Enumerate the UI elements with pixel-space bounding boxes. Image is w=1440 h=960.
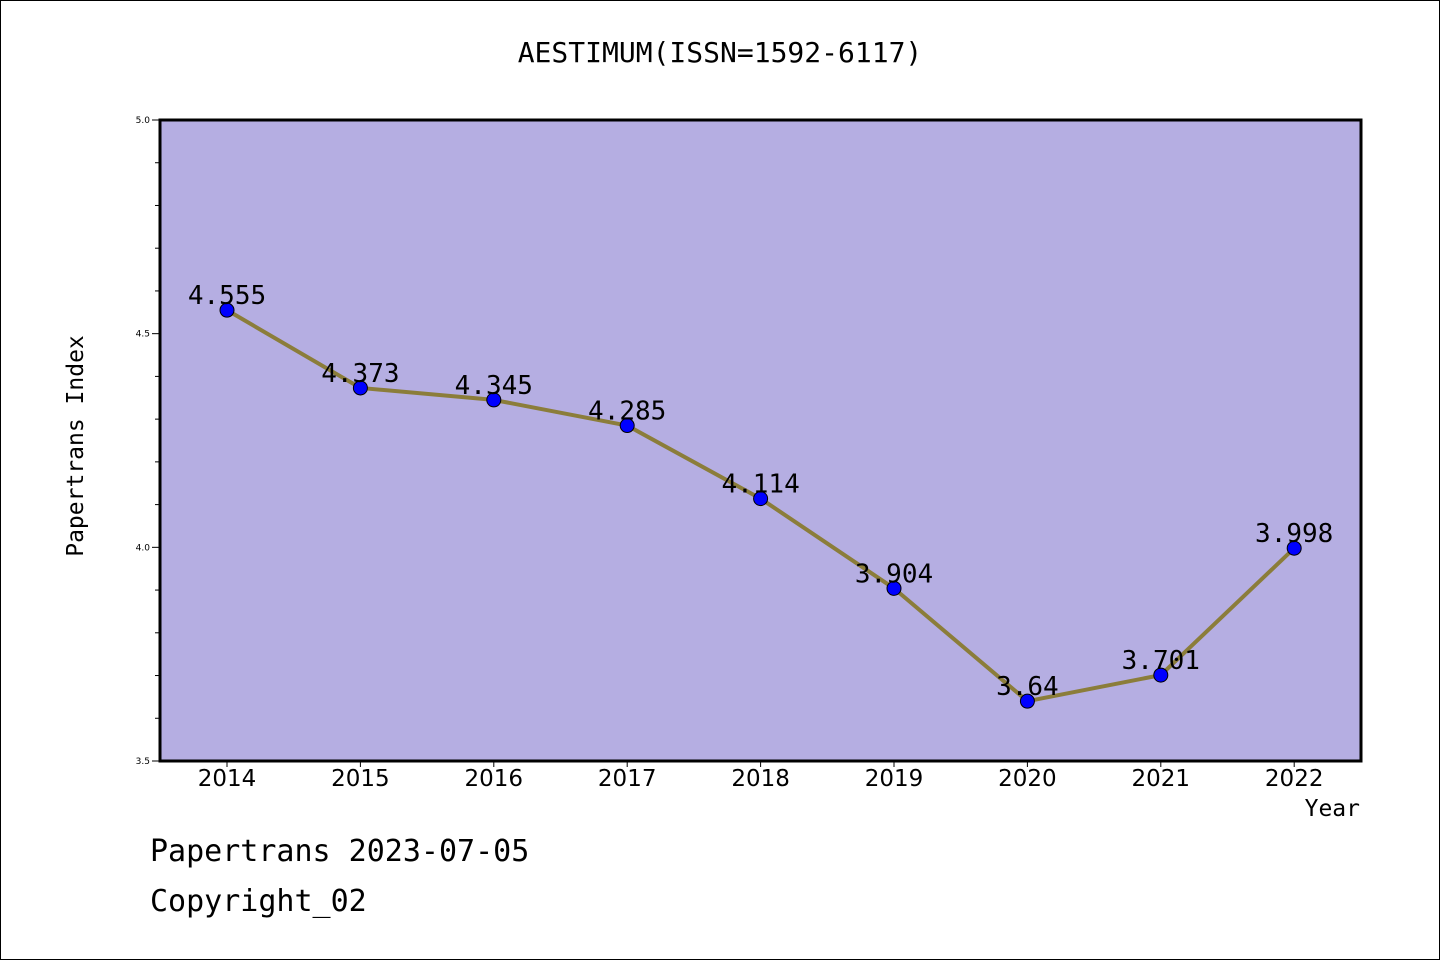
x-tick-label: 2016: [465, 766, 524, 792]
series-markers: [219, 302, 1302, 709]
data-label: 4.345: [455, 371, 533, 401]
data-label: 3.701: [1122, 646, 1200, 676]
chart-title: AESTIMUM(ISSN=1592-6117): [517, 36, 923, 69]
x-tick-label: 2017: [598, 766, 657, 792]
footer-copyright: Copyright_02: [150, 884, 367, 919]
data-point: [352, 380, 368, 396]
x-tick-label: 2022: [1265, 766, 1324, 792]
x-tick-label: 2015: [331, 766, 390, 792]
data-point: [1019, 693, 1035, 709]
x-tick-label: 2018: [731, 766, 790, 792]
data-labels: 4.555 4.373 4.345 4.285 4.114 3.904 3.64 3.701 3…: [188, 281, 1333, 702]
x-tick-label: 2021: [1132, 766, 1191, 792]
data-label: 3.64: [996, 672, 1059, 702]
plot-area: [160, 120, 1361, 761]
x-tick-label: 2014: [198, 766, 257, 792]
x-axis-label: Year: [1304, 796, 1360, 822]
x-tick-label: 2019: [865, 766, 924, 792]
data-label: 4.373: [321, 359, 399, 389]
y-tick-label: 4.5: [136, 330, 150, 340]
data-point: [1286, 540, 1302, 556]
data-point: [619, 418, 635, 434]
data-label: 4.285: [588, 397, 666, 427]
data-label: 3.904: [855, 559, 933, 589]
y-tick-label: 3.5: [136, 757, 150, 767]
footer-date: Papertrans 2023-07-05: [150, 834, 530, 869]
plot-border: [158, 118, 1363, 763]
y-tick-label: 5.0: [136, 116, 151, 126]
data-label: 4.114: [721, 470, 799, 500]
y-tick-label: 4.0: [136, 543, 151, 553]
data-point: [219, 302, 235, 318]
y-axis: 3.5 4.0 4.5 5.0: [136, 116, 160, 767]
data-point: [886, 580, 902, 596]
x-axis: 2014 2015 2016 2017 2018 2019 2020 2021 2022: [198, 761, 1324, 792]
data-point: [753, 491, 769, 507]
data-point: [486, 392, 502, 408]
data-label: 4.555: [188, 281, 266, 311]
data-label: 3.998: [1255, 519, 1333, 549]
x-tick-label: 2020: [998, 766, 1057, 792]
data-point: [1153, 667, 1169, 683]
